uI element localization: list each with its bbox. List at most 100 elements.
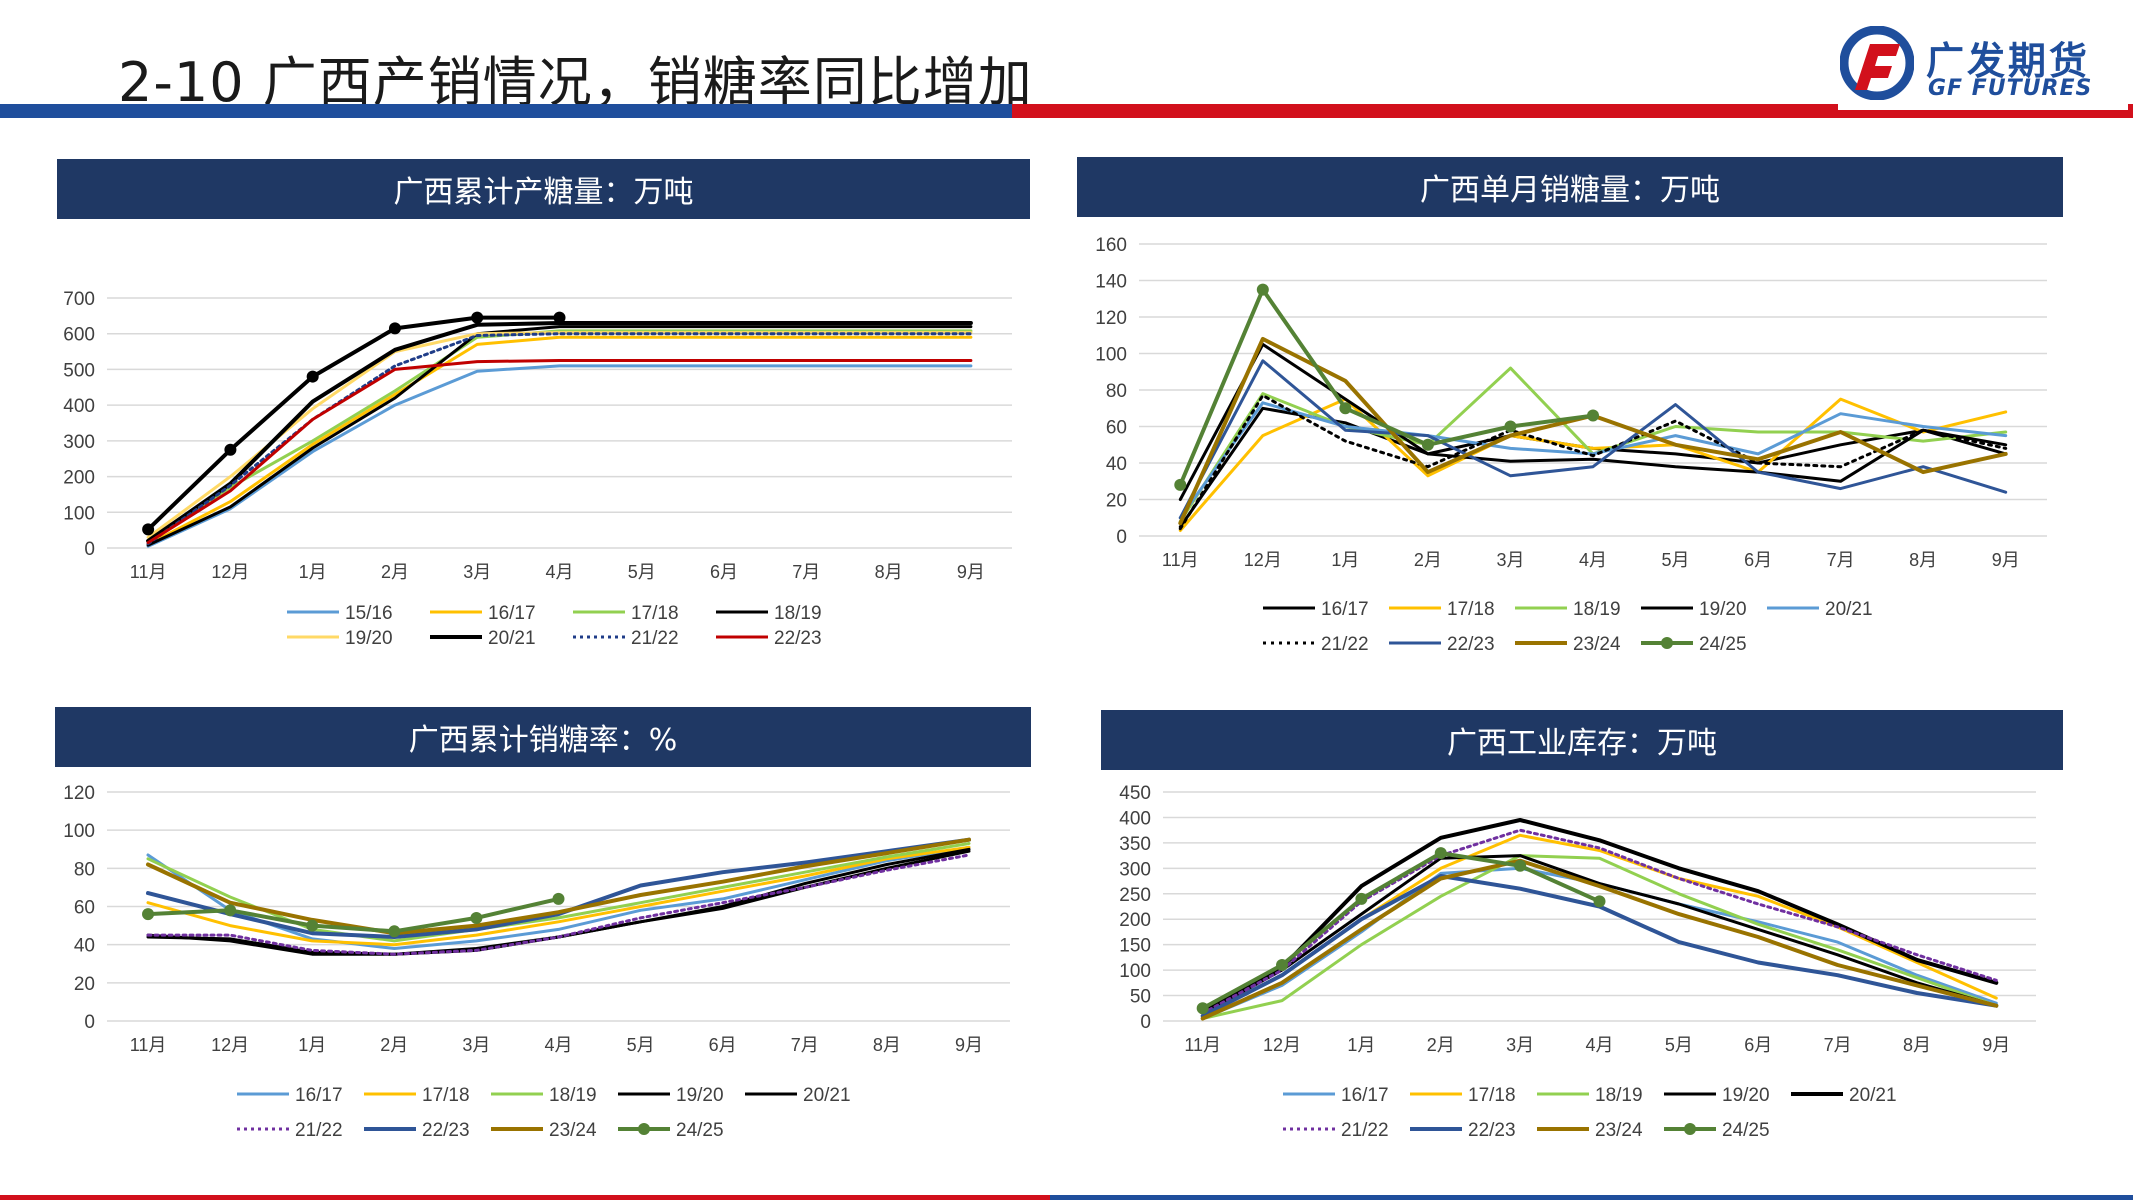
x-tick-label: 1月 (298, 1035, 326, 1055)
footer-bar-red (0, 1195, 1050, 1200)
y-tick-label: 350 (1119, 834, 1151, 855)
legend-marker (638, 1123, 650, 1135)
series-line-24-25 (1178, 287, 1595, 487)
x-tick-label: 3月 (462, 1035, 490, 1055)
data-point (142, 908, 155, 921)
series-line-18-19 (1201, 854, 1998, 1020)
data-point (142, 523, 155, 536)
legend-label: 20/21 (1825, 599, 1873, 620)
data-point (1434, 847, 1447, 860)
legend-label: 24/25 (1699, 634, 1747, 655)
data-point (1355, 892, 1368, 905)
chart-monthly-sales: 0 20 40 60 80 100 120 140 160 11月 12月 1月 2月 3月 4月 5月 6月 7… (1095, 235, 2047, 655)
data-point (1256, 283, 1269, 296)
legend-label: 16/17 (488, 603, 536, 624)
x-tick-label: 3月 (1496, 550, 1524, 570)
footer-bar-blue (1050, 1195, 2133, 1200)
series-line-19-20 (146, 331, 973, 539)
series-line-19-20 (1178, 342, 2008, 501)
chart-industrial-stock: 0 50 100 150 200 250 300 350 400 450 11月 12月 1月 2月 3月 4… (1119, 783, 2036, 1141)
series-line-21-22 (1178, 394, 2008, 531)
x-tick-label: 2月 (1427, 1035, 1455, 1055)
series-line-21-22 (146, 853, 971, 956)
gf-futures-logo: 广发期货 GF FUTURES (1838, 22, 2128, 110)
y-tick-label: 100 (1119, 961, 1151, 982)
legend-label: 21/22 (1321, 634, 1369, 655)
series-line-21-22 (1201, 828, 1998, 1015)
y-tick-label: 500 (63, 360, 95, 381)
data-point (1593, 895, 1606, 908)
legend-label: 19/20 (1699, 599, 1747, 620)
y-tick-label: 120 (63, 783, 95, 804)
y-tick-label: 400 (1119, 808, 1151, 829)
legend-label: 24/25 (676, 1120, 724, 1141)
x-tick-label: 7月 (792, 562, 820, 582)
x-tick-label: 9月 (1982, 1035, 2010, 1055)
data-point (1196, 1002, 1209, 1015)
y-tick-label: 140 (1095, 272, 1127, 293)
x-tick-label: 4月 (545, 562, 573, 582)
series-line-20-21 (1178, 401, 2008, 520)
x-tick-label: 9月 (1992, 550, 2020, 570)
y-tick-label: 200 (63, 468, 95, 489)
x-tick-label: 6月 (710, 562, 738, 582)
legend-label: 16/17 (295, 1085, 343, 1106)
legend-label: 20/21 (488, 628, 536, 649)
y-tick-label: 100 (63, 503, 95, 524)
series-line-17-18 (1178, 397, 2008, 532)
data-point (1339, 402, 1352, 415)
data-point (388, 925, 401, 938)
data-point (224, 904, 237, 917)
y-tick-label: 20 (74, 974, 95, 995)
series-line-24-25 (146, 896, 561, 934)
series-line-20-21 (146, 321, 973, 543)
x-tick-label: 7月 (791, 1035, 819, 1055)
data-point (306, 919, 319, 932)
legend-label: 23/24 (549, 1120, 597, 1141)
y-tick-label: 400 (63, 396, 95, 417)
legend-label: 18/19 (1573, 599, 1621, 620)
x-tick-label: 4月 (1585, 1035, 1613, 1055)
legend-label: 22/23 (422, 1120, 470, 1141)
legend-label: 22/23 (774, 628, 822, 649)
data-point (1514, 859, 1527, 872)
y-tick-label: 120 (1095, 308, 1127, 329)
legend-label: 21/22 (1341, 1120, 1389, 1141)
data-point (1421, 438, 1434, 451)
x-tick-label: 8月 (1903, 1035, 1931, 1055)
legend-label: 21/22 (631, 628, 679, 649)
data-point (470, 911, 483, 924)
legend-label: 20/21 (803, 1085, 851, 1106)
series-line-19-20 (1201, 854, 1998, 1015)
data-point (1174, 478, 1187, 491)
x-tick-label: 2月 (380, 1035, 408, 1055)
legend-label: 23/24 (1595, 1120, 1643, 1141)
x-tick-label: 9月 (955, 1035, 983, 1055)
legend-label: 21/22 (295, 1120, 343, 1141)
x-tick-label: 7月 (1827, 550, 1855, 570)
x-tick-label: 2月 (381, 562, 409, 582)
legend-label: 17/18 (631, 603, 679, 624)
panel-title-monthly-sales: 广西单月销糖量：万吨 (1077, 157, 2063, 217)
y-tick-label: 600 (63, 325, 95, 346)
y-tick-label: 450 (1119, 783, 1151, 804)
y-tick-label: 50 (1130, 987, 1151, 1008)
y-tick-label: 0 (84, 539, 95, 560)
y-tick-label: 100 (63, 821, 95, 842)
series-line-18-19 (1178, 366, 2008, 523)
x-tick-label: 4月 (1579, 550, 1607, 570)
y-tick-label: 0 (1140, 1012, 1151, 1033)
x-tick-label: 6月 (709, 1035, 737, 1055)
series-line-24-25 (1200, 851, 1602, 1011)
x-tick-label: 9月 (957, 562, 985, 582)
panel-title-cum-production: 广西累计产糖量：万吨 (57, 159, 1030, 219)
x-tick-label: 6月 (1744, 1035, 1772, 1055)
legend-label: 19/20 (1722, 1085, 1770, 1106)
y-tick-label: 700 (63, 289, 95, 310)
data-point (306, 370, 319, 383)
x-tick-label: 11月 (1162, 550, 1199, 570)
y-tick-label: 300 (1119, 859, 1151, 880)
x-tick-label: 5月 (1662, 550, 1690, 570)
y-tick-label: 20 (1106, 491, 1127, 512)
legend-label: 19/20 (345, 628, 393, 649)
